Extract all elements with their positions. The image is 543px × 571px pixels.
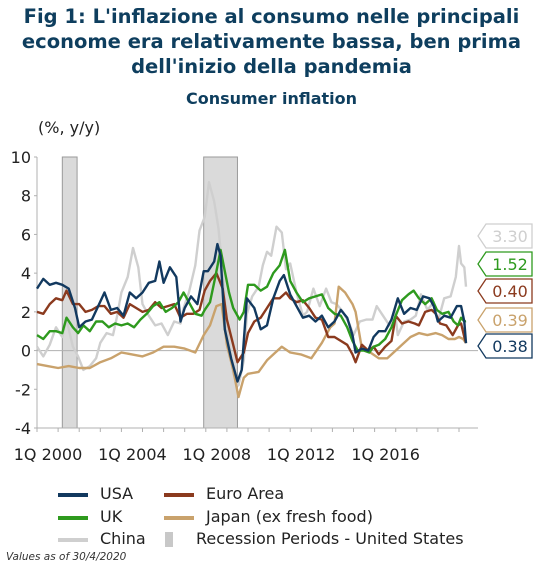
series-line-japan-ex-fresh-food [36, 285, 467, 399]
chart-subtitle: Consumer inflation [185, 89, 358, 108]
y-tick-label: 6 [21, 225, 31, 244]
x-tick-label: 1Q 2012 [267, 445, 336, 464]
legend-china-swatch [58, 537, 88, 542]
end-label-value-uk: 1.52 [492, 255, 528, 274]
legend-china-label: China [100, 529, 146, 548]
end-label-box-japan-ex-fresh-food [477, 307, 533, 333]
series-line-euro-area [36, 271, 468, 364]
legend-china: China [58, 529, 146, 548]
y-tick-label: 10 [11, 148, 31, 167]
legend-euro-area: Euro Area [164, 484, 284, 503]
end-label-box-euro-area [477, 278, 533, 304]
end-label-box-usa [477, 333, 533, 359]
legend-japan-label: Japan (ex fresh food) [206, 507, 373, 526]
y-tick-label: 4 [21, 264, 31, 283]
legend-usa: USA [58, 484, 133, 503]
legend-japan-swatch [164, 515, 194, 520]
series-line-usa [35, 242, 468, 383]
y-tick-label: -2 [15, 380, 31, 399]
series-line-china [35, 181, 468, 387]
y-tick-label: 2 [21, 303, 31, 322]
legend-uk-label: UK [100, 507, 123, 526]
chart-title: Fig 1: L'inflazione al consumo nelle pri… [21, 5, 522, 78]
x-tick-label: 1Q 2004 [98, 445, 167, 464]
y-tick-label: 0 [21, 342, 31, 361]
end-label-box-china [477, 223, 533, 249]
y-tick-label: 8 [21, 187, 31, 206]
legend-recession-swatch [165, 532, 173, 547]
legend-uk: UK [58, 507, 122, 526]
y-axis-unit-label: (%, y/y) [38, 118, 101, 137]
x-tick-label: 1Q 2008 [183, 445, 252, 464]
recession-band-2 [203, 156, 238, 429]
legend-usa-label: USA [100, 484, 134, 503]
legend-recession-label: Recession Periods - United States [196, 529, 464, 548]
legend-recession: Recession Periods - United States [154, 529, 464, 548]
end-label-value-china: 3.30 [492, 227, 528, 246]
legend-uk-swatch [58, 515, 88, 520]
x-tick-label: 1Q 2016 [351, 445, 420, 464]
legend-usa-swatch [58, 492, 88, 497]
legend-euro-area-label: Euro Area [206, 484, 285, 503]
legend-euro-area-swatch [164, 492, 194, 497]
legend-japan: Japan (ex fresh food) [164, 507, 373, 526]
series-line-uk [36, 248, 467, 354]
x-tick-label: 1Q 2000 [14, 445, 83, 464]
data-date-note: Values as of 30/4/2020 [6, 551, 127, 563]
end-label-value-japan-ex-fresh-food: 0.39 [492, 311, 528, 330]
end-label-value-usa: 0.38 [492, 337, 528, 356]
y-tick-label: -4 [15, 419, 31, 438]
end-label-box-uk [477, 251, 533, 277]
end-label-value-euro-area: 0.40 [492, 282, 528, 301]
